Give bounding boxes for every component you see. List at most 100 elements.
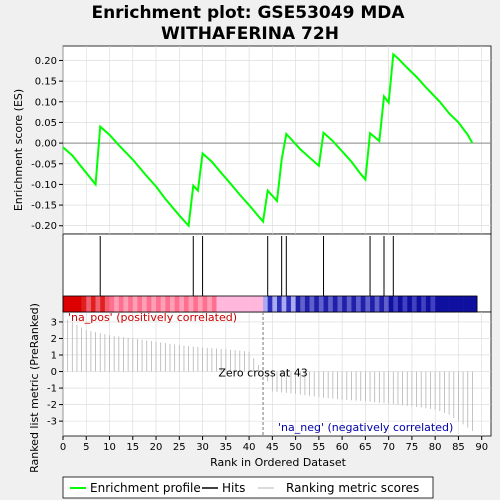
es-tick-label: -0.10 (31, 180, 57, 191)
colorbar-cell (225, 296, 231, 312)
colorbar-cell (421, 296, 427, 312)
x-tick-label: 50 (289, 442, 302, 453)
colorbar-cell (156, 296, 161, 312)
metric-tick-label: -1 (47, 384, 57, 395)
colorbar-cell (346, 296, 352, 312)
colorbar-cell (379, 296, 385, 312)
colorbar-cell (211, 296, 217, 312)
x-tick-label: 75 (406, 442, 419, 453)
colorbar-cell (160, 296, 166, 312)
colorbar-cell (202, 296, 208, 312)
colorbar-cell (411, 296, 417, 312)
es-grid (62, 46, 491, 234)
colorbar-cell (146, 296, 152, 312)
x-tick-label: 60 (336, 442, 349, 453)
rank-colorbar (62, 295, 478, 313)
colorbar-cell (239, 296, 245, 312)
colorbar-cell (472, 296, 478, 312)
es-tick-label: -0.20 (31, 221, 57, 232)
colorbar-cell (104, 296, 110, 312)
colorbar-cell (76, 296, 82, 312)
x-tick-label: 20 (150, 442, 163, 453)
colorbar-cell (439, 296, 445, 312)
colorbar-cell (170, 296, 175, 312)
pos-corr-label: 'na_pos' (positively correlated) (68, 311, 237, 324)
es-tick-label: 0.20 (35, 56, 57, 67)
legend-profile-label: Enrichment profile (90, 481, 201, 495)
colorbar-cell (197, 296, 203, 312)
colorbar-cell (467, 296, 473, 312)
x-tick-label: 10 (103, 442, 116, 453)
colorbar-cell (244, 296, 250, 312)
colorbar-cell (416, 296, 422, 312)
colorbar-cell (128, 296, 134, 312)
colorbar-cell (81, 296, 87, 312)
colorbar-cell (67, 296, 73, 312)
colorbar-cell (290, 296, 296, 312)
colorbar-cell (300, 296, 306, 312)
chart-title-line2: WITHAFERINA 72H (161, 24, 339, 44)
colorbar-cell (304, 296, 310, 312)
colorbar-cell (258, 296, 264, 312)
colorbar-cell (314, 296, 320, 312)
colorbar-cell (281, 296, 287, 312)
colorbar-cell (216, 296, 222, 312)
x-tick-label: 85 (452, 442, 465, 453)
metric-y-axis-label: Ranked list metric (PreRanked) (28, 303, 41, 473)
colorbar-cell (430, 296, 436, 312)
colorbar-cell (263, 296, 268, 312)
colorbar-cell (100, 296, 106, 312)
colorbar-cell (342, 296, 348, 312)
colorbar-cell (183, 296, 189, 312)
colorbar-cell (458, 296, 464, 312)
x-tick-label: 0 (60, 442, 66, 453)
x-tick-label: 35 (219, 442, 232, 453)
x-tick-label: 55 (313, 442, 326, 453)
colorbar-cell (328, 296, 334, 312)
colorbar-cell (207, 296, 213, 312)
neg-corr-label: 'na_neg' (negatively correlated) (278, 421, 453, 434)
es-tick-label: 0.10 (35, 97, 57, 108)
metric-tick-label: -2 (47, 400, 57, 411)
x-axis-label: Rank in Ordered Dataset (210, 456, 347, 469)
es-panel (62, 45, 492, 235)
colorbar-cell (95, 296, 101, 312)
colorbar-cell (132, 296, 138, 312)
chart-title-line1: Enrichment plot: GSE53049 MDA (91, 3, 405, 23)
x-tick-label: 45 (266, 442, 279, 453)
x-tick-label: 80 (429, 442, 442, 453)
colorbar-cell (374, 296, 380, 312)
colorbar-cell (142, 296, 148, 312)
colorbar-cell (407, 296, 413, 312)
colorbar-cell (179, 296, 185, 312)
es-y-axis-label: Enrichment score (ES) (12, 89, 25, 211)
colorbar-cell (90, 296, 96, 312)
metric-tick-label: 0 (51, 367, 57, 378)
es-tick-label: 0.05 (35, 118, 57, 129)
zero-cross-label: Zero cross at 43 (218, 367, 307, 380)
colorbar-cell (114, 296, 120, 312)
es-tick-label: -0.05 (31, 159, 57, 170)
colorbar-cell (86, 296, 92, 312)
colorbar-cell (365, 296, 371, 312)
legend-box (62, 476, 434, 499)
colorbar-cell (453, 296, 459, 312)
es-tick-label: 0.15 (35, 77, 57, 88)
colorbar-cell (253, 296, 259, 312)
colorbar-cell (402, 296, 408, 312)
x-tick-label: 90 (475, 442, 488, 453)
colorbar-cell (435, 296, 441, 312)
colorbar-cell (332, 296, 338, 312)
x-tick-label: 5 (83, 442, 89, 453)
legend-hits-label: Hits (222, 481, 245, 495)
metric-tick-label: 1 (51, 350, 57, 361)
colorbar-cell (356, 296, 362, 312)
x-tick-label: 65 (359, 442, 372, 453)
metric-y-ticks: 3 2 1 0 -1 -2 -3 (47, 317, 63, 428)
colorbar-cell (360, 296, 366, 312)
colorbar-cell (118, 296, 124, 312)
colorbar-cell (249, 296, 255, 312)
colorbar-cell (151, 296, 157, 312)
colorbar-cell (351, 296, 357, 312)
